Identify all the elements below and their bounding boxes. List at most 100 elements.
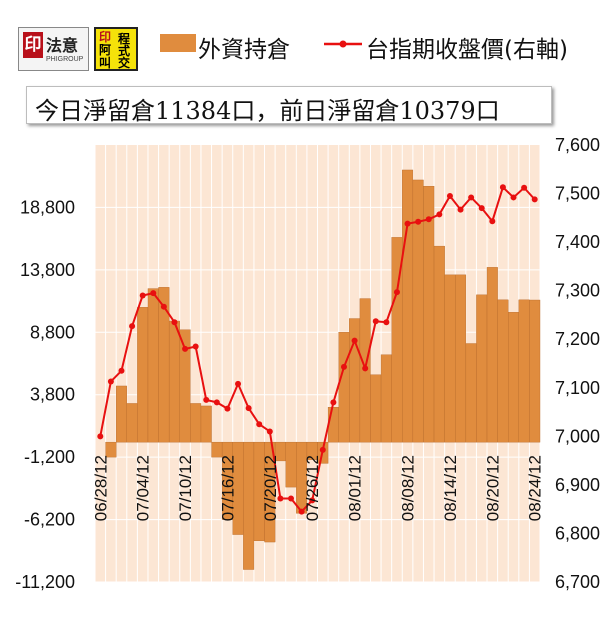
logo-char: 阿 [99, 43, 112, 57]
price-point [510, 194, 517, 201]
line-legend-swatch [324, 40, 362, 48]
bar [370, 374, 382, 443]
x-axis-tick-label: 08/01/12 [346, 455, 365, 521]
right-axis-tick-label: 6,700 [555, 572, 600, 592]
price-point [129, 323, 136, 330]
bar [115, 385, 127, 443]
bar [423, 186, 435, 443]
logo-char: 程 [118, 32, 131, 46]
line-series [97, 184, 538, 515]
left-axis-tick-label: 3,800 [30, 385, 75, 405]
left-axis-tick-label: -6,200 [24, 510, 75, 530]
bar [476, 294, 488, 443]
left-axis-tick-label: -1,200 [24, 447, 75, 467]
price-point [277, 495, 284, 502]
price-point [266, 428, 273, 435]
right-axis-tick-label: 7,100 [555, 378, 600, 398]
price-point [309, 497, 316, 504]
price-point [235, 380, 242, 387]
right-axis: 7,600 7,500 7,400 7,300 7,200 7,100 7,000 6,900… [555, 135, 600, 592]
price-point [531, 196, 538, 203]
bar [508, 312, 520, 443]
bar-legend-label: 外資持倉 [198, 37, 290, 63]
x-axis-tick-label: 07/26/12 [303, 455, 322, 521]
price-point [224, 405, 231, 412]
bar-legend-swatch [160, 34, 196, 52]
logo-char: 式 [118, 44, 131, 58]
left-axis-tick-label: 8,800 [30, 322, 75, 342]
logo-name: 法意 [46, 38, 79, 55]
x-axis-tick-label: 06/28/12 [91, 455, 110, 521]
bar [444, 274, 456, 443]
x-axis-tick-label: 07/04/12 [134, 455, 153, 521]
bar-series [105, 169, 541, 570]
price-point [468, 194, 475, 201]
line-legend-label: 台指期收盤價(右軸) [366, 37, 568, 63]
bar [497, 299, 509, 443]
right-axis-tick-label: 7,400 [555, 232, 600, 252]
right-axis-tick-label: 7,500 [555, 184, 600, 204]
x-axis-tick-label: 08/24/12 [526, 455, 545, 521]
bar [518, 299, 530, 443]
left-axis-tick-label: -11,200 [15, 572, 75, 592]
left-axis: 18,800 13,800 8,800 3,800 -1,200 -6,200 -11,20… [15, 197, 75, 592]
logo-char: 印 [99, 30, 112, 44]
price-point [415, 218, 422, 225]
price-point [97, 433, 104, 440]
price-point [139, 292, 146, 299]
price-point [118, 367, 125, 374]
bar [147, 288, 159, 443]
price-point [404, 220, 411, 227]
bar [380, 354, 392, 443]
price-point [203, 396, 210, 403]
right-axis-tick-label: 7,600 [555, 135, 600, 155]
price-point [213, 399, 220, 406]
price-point [521, 184, 528, 191]
bar [349, 318, 361, 443]
program-trading-logo: 印 程 阿 式 叫 交 易 [94, 27, 138, 71]
x-axis-tick-label: 08/08/12 [399, 455, 418, 521]
bar [126, 403, 138, 443]
right-axis-tick-label: 6,900 [555, 475, 600, 495]
bar [529, 299, 541, 443]
bar [179, 329, 191, 443]
bar [433, 245, 445, 443]
x-axis-tick-label: 08/20/12 [483, 455, 502, 521]
right-axis-tick-label: 7,300 [555, 281, 600, 301]
price-point [256, 421, 263, 428]
bar [200, 405, 212, 443]
price-point [351, 337, 358, 344]
price-point [182, 345, 189, 352]
seal-icon: 印 [23, 32, 43, 58]
price-point [393, 289, 400, 296]
price-point [425, 216, 432, 223]
price-point [319, 446, 326, 453]
bar [211, 441, 223, 458]
x-axis-tick-label: 07/20/12 [261, 455, 280, 521]
bar [137, 307, 149, 443]
bar [168, 320, 180, 443]
price-point [489, 218, 496, 225]
price-point [457, 206, 464, 213]
bar [190, 403, 202, 443]
price-point [160, 303, 167, 310]
price-point [362, 365, 369, 372]
bar [285, 441, 297, 488]
right-axis-tick-label: 7,000 [555, 426, 600, 446]
bar [338, 332, 350, 443]
price-point [298, 508, 305, 515]
price-point [340, 363, 347, 370]
x-axis: 06/28/12 07/04/12 07/10/12 07/16/12 07/20/12… [91, 455, 544, 521]
price-point [372, 318, 379, 325]
bar [455, 274, 467, 443]
company-logo: 印 法意 PHIGROUP [18, 27, 89, 71]
price-point [499, 184, 506, 191]
price-point [150, 290, 157, 297]
left-axis-tick-label: 13,800 [20, 260, 75, 280]
left-axis-tick-label: 18,800 [20, 197, 75, 217]
price-point [478, 205, 485, 212]
price-point [446, 192, 453, 199]
price-point [288, 495, 295, 502]
logo-char: 叫 [99, 56, 112, 70]
